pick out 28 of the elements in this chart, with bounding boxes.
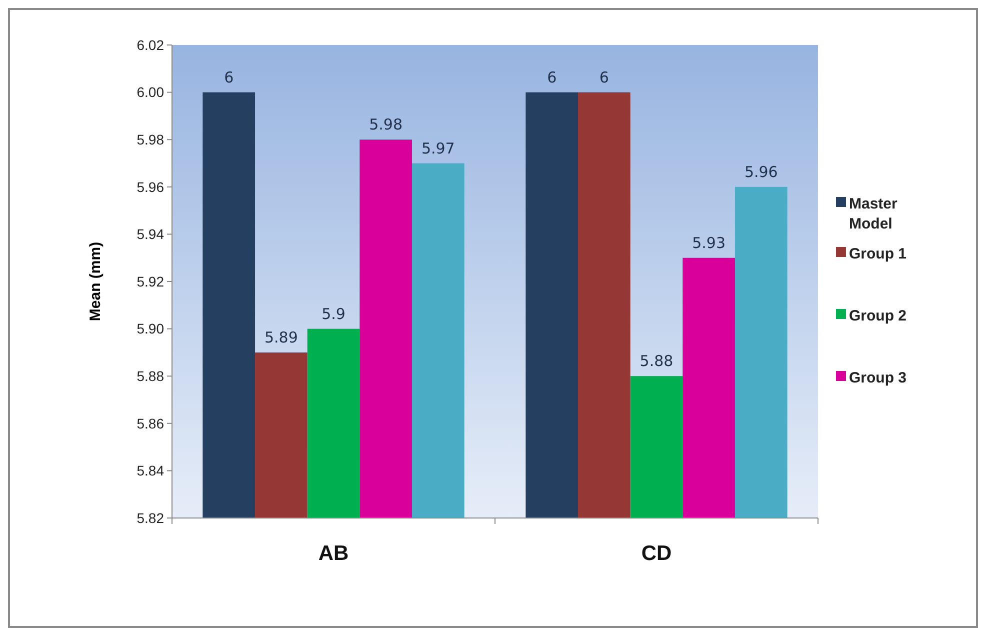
data-label: 5.89 [264, 328, 298, 346]
y-tick-label: 5.84 [136, 462, 164, 479]
data-label: 5.97 [421, 139, 455, 158]
y-tick-label: 5.88 [136, 368, 164, 384]
y-tick-label: 5.86 [136, 415, 164, 432]
legend-label: Master Model [849, 195, 898, 232]
legend-label: Group 2 [849, 307, 907, 324]
y-tick-label: 5.96 [136, 178, 164, 195]
x-tick-label: CD [641, 542, 672, 565]
y-tick-label: 5.90 [136, 320, 164, 337]
legend-label: Group 3 [849, 369, 907, 386]
data-label: 6 [224, 68, 234, 86]
y-tick-label: 5.92 [136, 273, 164, 290]
x-tick-label: AB [318, 542, 349, 565]
data-label: 6 [547, 68, 557, 86]
y-axis-title: Mean (mm) [87, 242, 104, 322]
data-label: 5.88 [640, 352, 674, 370]
y-tick-label: 5.94 [136, 226, 164, 242]
data-label: 5.96 [744, 162, 778, 181]
y-tick-label: 6.02 [136, 36, 164, 53]
data-label: 5.98 [369, 116, 403, 134]
y-tick-label: 5.82 [136, 510, 164, 526]
legend-label: Group 1 [849, 245, 907, 262]
data-label: 5.9 [322, 304, 346, 323]
y-tick-label: 6.00 [136, 84, 164, 100]
y-tick-label: 5.98 [136, 132, 164, 148]
data-label: 6 [599, 68, 609, 86]
data-label: 5.93 [692, 234, 726, 252]
